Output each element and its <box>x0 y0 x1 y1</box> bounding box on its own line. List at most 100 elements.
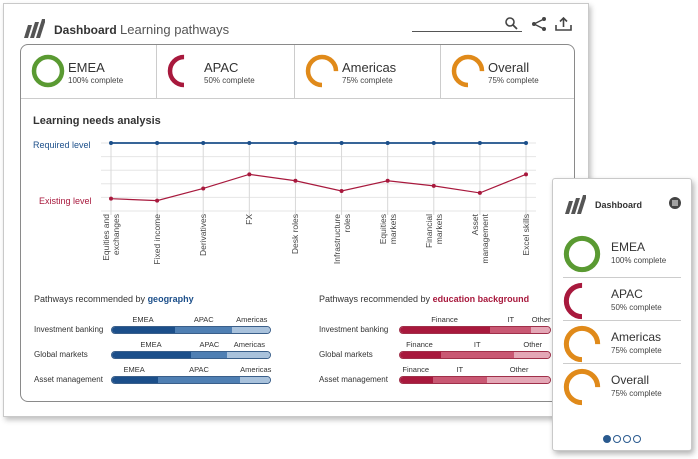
bar-segment[interactable] <box>175 327 233 333</box>
progress-ring-icon <box>563 235 601 273</box>
bar-segment[interactable] <box>112 352 191 358</box>
progress-ring-icon <box>563 282 601 320</box>
bar-segment[interactable] <box>514 352 550 358</box>
bar-segment[interactable] <box>490 327 531 333</box>
upload-icon[interactable] <box>555 16 572 32</box>
search-input[interactable] <box>412 31 522 32</box>
bar-segment[interactable] <box>400 327 490 333</box>
content-panel: EMEA 100% complete APAC 50% complete Ame… <box>20 44 575 402</box>
bar-segment[interactable] <box>487 377 550 383</box>
x-tick-label: Equities and exchanges <box>101 214 121 261</box>
mobile-kpi-overall[interactable]: Overall 75% complete <box>563 363 681 409</box>
page-title: Learning pathways <box>120 22 230 37</box>
pathway-stacked-bar[interactable] <box>399 326 551 334</box>
page-dot[interactable] <box>613 435 621 443</box>
pathway-row-label: Global markets <box>34 350 88 359</box>
pathway-row-label: Investment banking <box>34 325 104 334</box>
required-level-point[interactable] <box>524 141 528 145</box>
existing-level-line <box>110 173 527 202</box>
existing-level-point[interactable] <box>524 172 528 177</box>
mobile-kpi-emea[interactable]: EMEA 100% complete <box>563 231 681 277</box>
kpi-overall[interactable]: Overall 75% complete <box>440 45 574 99</box>
kpi-percent: 50% complete <box>611 303 662 312</box>
bar-segment[interactable] <box>157 377 240 383</box>
segment-label: EMEA <box>132 315 154 324</box>
bar-segment[interactable] <box>232 327 270 333</box>
kpi-percent: 100% complete <box>68 76 124 85</box>
segment-label: Americas <box>240 365 272 374</box>
required-level-point[interactable] <box>385 141 390 145</box>
x-tick-label: Asset management <box>469 214 490 264</box>
mobile-kpi-americas[interactable]: Americas 75% complete <box>563 320 681 366</box>
kpi-percent: 100% complete <box>611 256 667 265</box>
segment-label: Finance <box>402 365 430 374</box>
existing-level-point[interactable] <box>247 172 252 177</box>
segment-label: EMEA <box>123 365 145 374</box>
segment-label: EMEA <box>140 340 162 349</box>
bar-segment[interactable] <box>112 327 176 333</box>
existing-level-point[interactable] <box>109 196 113 201</box>
kpi-apac[interactable]: APAC 50% complete <box>156 45 294 99</box>
segment-label: Americas <box>233 340 266 349</box>
kpi-percent: 75% complete <box>488 76 539 85</box>
kpi-name: EMEA <box>68 60 105 75</box>
required-level-point[interactable] <box>293 141 298 145</box>
pathway-stacked-bar[interactable] <box>111 376 271 384</box>
segment-label: IT <box>473 340 481 349</box>
segment-label: Other <box>523 340 543 349</box>
share-icon[interactable] <box>531 16 547 32</box>
bar-segment[interactable] <box>400 352 441 358</box>
kpi-strip: EMEA 100% complete APAC 50% complete Ame… <box>21 45 574 99</box>
existing-level-point[interactable] <box>293 178 298 183</box>
pathway-stacked-bar[interactable] <box>111 351 271 359</box>
segment-label: IT <box>456 365 464 374</box>
required-level-point[interactable] <box>339 141 344 145</box>
bar-segment[interactable] <box>433 377 487 383</box>
kpi-name: APAC <box>204 60 239 75</box>
page-dot[interactable] <box>633 435 641 443</box>
bar-segment[interactable] <box>239 377 270 383</box>
page-dot[interactable] <box>623 435 631 443</box>
kpi-americas[interactable]: Americas 75% complete <box>294 45 440 99</box>
x-tick-label: Equities markets <box>377 214 398 245</box>
bar-segment[interactable] <box>530 327 550 333</box>
page-indicator[interactable] <box>603 435 641 443</box>
progress-ring-icon <box>563 368 601 406</box>
page-dot[interactable] <box>603 435 611 443</box>
mobile-kpi-apac[interactable]: APAC 50% complete <box>563 277 681 323</box>
existing-level-point[interactable] <box>385 178 390 183</box>
existing-level-point[interactable] <box>155 198 160 203</box>
existing-level-point[interactable] <box>339 189 344 193</box>
menu-icon[interactable] <box>669 197 681 209</box>
pathway-stacked-bar[interactable] <box>399 376 551 384</box>
bar-segment[interactable] <box>440 352 514 358</box>
required-level-label: Required level <box>33 140 91 150</box>
existing-level-label: Existing level <box>39 196 92 206</box>
required-level-point[interactable] <box>155 141 160 145</box>
segment-label: APAC <box>199 340 220 349</box>
required-level-point[interactable] <box>109 141 113 145</box>
required-level-point[interactable] <box>431 141 436 145</box>
required-level-point[interactable] <box>247 141 252 145</box>
segment-label: Americas <box>236 315 268 324</box>
bar-segment[interactable] <box>400 377 433 383</box>
kpi-name: APAC <box>611 287 643 301</box>
progress-ring-icon <box>167 54 201 88</box>
pathway-row-label: Asset management <box>319 375 388 384</box>
segment-label: Other <box>509 365 529 374</box>
existing-level-point[interactable] <box>477 190 482 195</box>
required-level-point[interactable] <box>477 141 482 145</box>
bar-segment[interactable] <box>112 377 158 383</box>
pathway-stacked-bar[interactable] <box>111 326 271 334</box>
required-level-point[interactable] <box>201 141 206 145</box>
kpi-emea[interactable]: EMEA 100% complete <box>21 45 156 99</box>
section-title-education: Pathways recommended by education backgr… <box>319 294 530 304</box>
existing-level-point[interactable] <box>431 183 436 188</box>
existing-level-point[interactable] <box>201 186 206 191</box>
segment-label: Finance <box>406 340 433 349</box>
bar-segment[interactable] <box>227 352 270 358</box>
bar-segment[interactable] <box>191 352 228 358</box>
kpi-name: EMEA <box>611 240 646 254</box>
search-icon[interactable] <box>504 16 518 30</box>
pathway-stacked-bar[interactable] <box>399 351 551 359</box>
